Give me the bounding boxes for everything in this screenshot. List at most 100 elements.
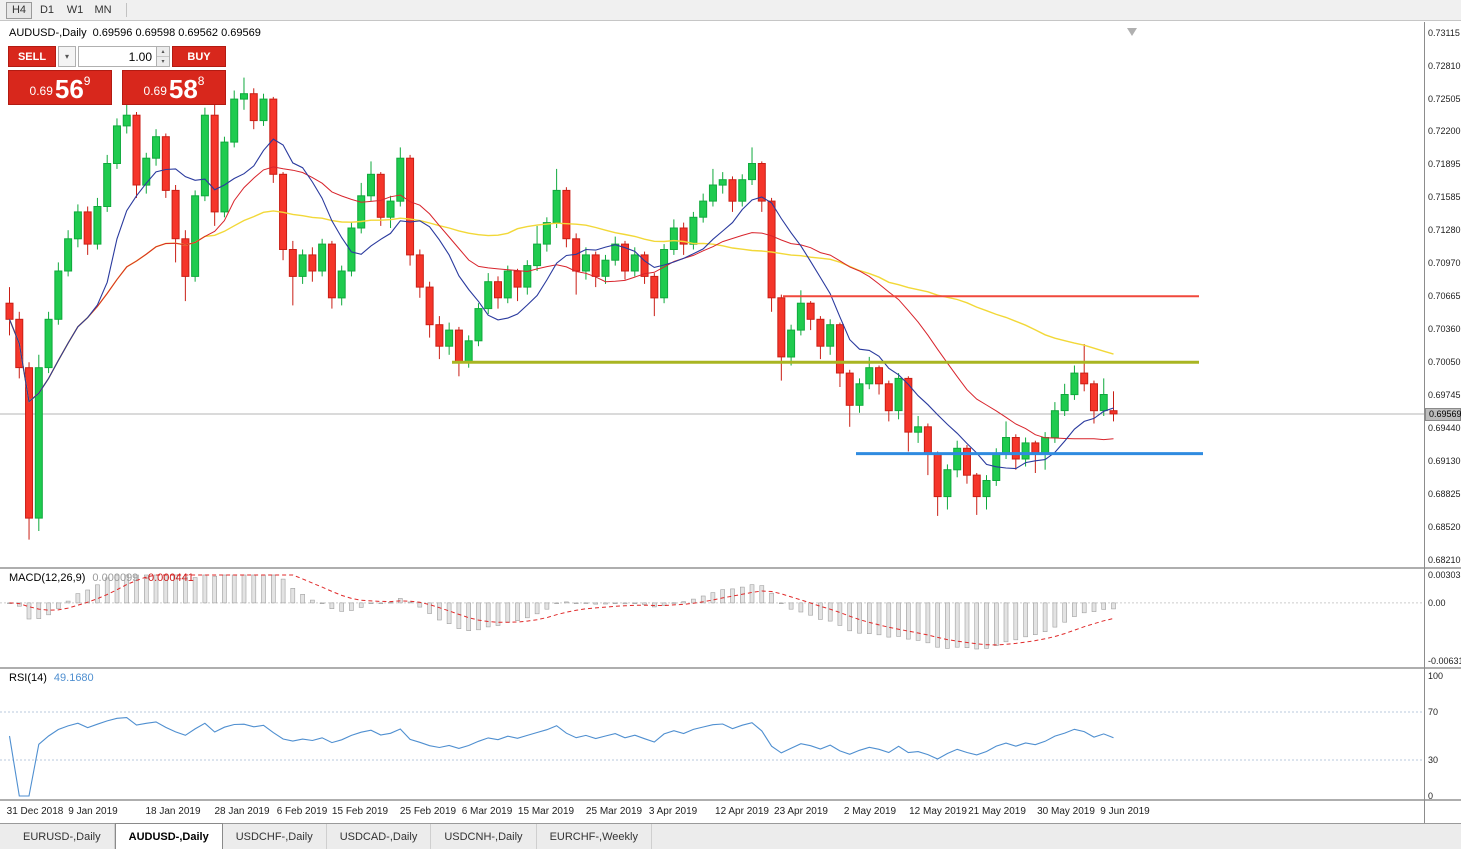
buy-price-prefix: 0.69 bbox=[143, 84, 167, 98]
rsi-name-label: RSI(14) bbox=[9, 672, 47, 684]
rsi-scale[interactable]: 100 70 30 0 bbox=[1425, 669, 1461, 801]
timeframe-h4-button[interactable]: H4 bbox=[6, 1, 32, 19]
chart-title: AUDUSD-,Daily 0.69596 0.69598 0.69562 0.6… bbox=[9, 27, 261, 39]
rsi-tick-label: 100 bbox=[1428, 671, 1444, 681]
price-tick-label: 0.68210 bbox=[1428, 555, 1461, 565]
macd-tick-label: 0.003035 bbox=[1428, 570, 1461, 580]
chart-tabs-bar: EURUSD-,Daily AUDUSD-,Daily USDCHF-,Daily U… bbox=[0, 823, 1461, 849]
chart-shift-marker-icon[interactable] bbox=[1127, 28, 1137, 36]
buy-price-display[interactable]: 0.69 58 8 bbox=[122, 70, 226, 105]
sell-price-big: 56 bbox=[54, 74, 84, 104]
price-chart[interactable] bbox=[0, 22, 1424, 567]
tab-audusd-daily[interactable]: AUDUSD-,Daily bbox=[114, 823, 223, 849]
date-label: 15 Feb 2019 bbox=[331, 806, 389, 817]
date-label: 6 Feb 2019 bbox=[276, 806, 328, 817]
sell-button[interactable]: SELL bbox=[8, 46, 56, 67]
sell-price-prefix: 0.69 bbox=[29, 84, 53, 98]
date-label: 15 Mar 2019 bbox=[517, 806, 575, 817]
timeframe-w1-button[interactable]: W1 bbox=[66, 4, 84, 16]
timeframe-mn-button[interactable]: MN bbox=[94, 4, 112, 16]
timeframe-toolbar: H4 D1 W1 MN bbox=[0, 0, 1461, 21]
volume-input[interactable] bbox=[79, 47, 169, 66]
price-tick-label: 0.68825 bbox=[1428, 488, 1461, 499]
time-axis[interactable]: 31 Dec 2018 9 Jan 2019 18 Jan 2019 28 Jan 2… bbox=[0, 801, 1424, 823]
price-tick-label: 0.71280 bbox=[1428, 225, 1461, 236]
price-tick-label: 0.71585 bbox=[1428, 192, 1461, 203]
rsi-tick-label: 30 bbox=[1428, 755, 1439, 765]
macd-chart[interactable] bbox=[0, 569, 1424, 667]
volume-box: ▴ ▾ bbox=[78, 46, 170, 67]
rsi-tick-label: 70 bbox=[1428, 707, 1439, 717]
panel-divider[interactable] bbox=[0, 667, 1461, 669]
tab-eurchf-weekly[interactable]: EURCHF-,Weekly bbox=[537, 824, 652, 849]
scale-divider bbox=[1424, 22, 1425, 823]
macd-title: MACD(12,26,9) 0.000099 -0.000441 bbox=[9, 572, 194, 584]
date-label: 21 May 2019 bbox=[968, 806, 1026, 817]
date-label: 23 Apr 2019 bbox=[774, 806, 828, 817]
macd-signal-value: -0.000441 bbox=[144, 572, 194, 584]
date-label: 9 Jan 2019 bbox=[68, 806, 118, 817]
volume-increase-button[interactable]: ▴ bbox=[157, 47, 169, 57]
tab-usdcnh-daily[interactable]: USDCNH-,Daily bbox=[431, 824, 537, 849]
rsi-panel: RSI(14) 49.1680 bbox=[0, 669, 1424, 799]
rsi-title: RSI(14) 49.1680 bbox=[9, 672, 94, 684]
tab-eurusd-daily[interactable]: EURUSD-,Daily bbox=[10, 824, 115, 849]
price-tick-label: 0.68520 bbox=[1428, 521, 1461, 532]
date-label: 28 Jan 2019 bbox=[214, 806, 270, 817]
date-label: 12 Apr 2019 bbox=[715, 806, 769, 817]
rsi-tick-label: 0 bbox=[1428, 791, 1434, 801]
date-label: 2 May 2019 bbox=[843, 806, 897, 817]
buy-price-sup: 8 bbox=[197, 74, 205, 88]
tab-usdchf-daily[interactable]: USDCHF-,Daily bbox=[223, 824, 327, 849]
date-label: 12 May 2019 bbox=[909, 806, 967, 817]
price-scale[interactable]: 0.73115 0.72810 0.72505 0.72200 0.71895 0.715… bbox=[1425, 22, 1461, 567]
macd-main-value: 0.000099 bbox=[92, 572, 139, 584]
buy-price-big: 58 bbox=[168, 74, 198, 104]
panel-divider[interactable] bbox=[0, 799, 1461, 801]
price-tick-label: 0.70665 bbox=[1428, 291, 1461, 302]
price-tick-label: 0.70360 bbox=[1428, 324, 1461, 334]
price-tick-label: 0.70050 bbox=[1428, 357, 1461, 368]
main-chart-panel: AUDUSD-,Daily 0.69596 0.69598 0.69562 0.6… bbox=[0, 22, 1424, 567]
macd-panel: MACD(12,26,9) 0.000099 -0.000441 bbox=[0, 569, 1424, 667]
chart-ohlc-values: 0.69596 0.69598 0.69562 0.69569 bbox=[92, 27, 261, 39]
macd-tick-label: -0.006315 bbox=[1428, 656, 1461, 666]
volume-decrease-button[interactable]: ▾ bbox=[157, 57, 169, 66]
one-click-trading-panel: SELL ▾ ▴ ▾ BUY 0.69 56 9 0.6 bbox=[8, 46, 226, 105]
date-label: 30 May 2019 bbox=[1037, 806, 1095, 817]
price-tick-label: 0.72200 bbox=[1428, 126, 1461, 137]
date-label: 31 Dec 2018 bbox=[6, 806, 64, 817]
price-tick-label: 0.70970 bbox=[1428, 258, 1461, 269]
sell-price-sup: 9 bbox=[83, 74, 91, 88]
toolbar-separator bbox=[126, 3, 127, 17]
price-tick-label: 0.72505 bbox=[1428, 93, 1461, 104]
date-label: 18 Jan 2019 bbox=[145, 806, 201, 817]
date-label: 6 Mar 2019 bbox=[461, 806, 513, 817]
rsi-chart[interactable] bbox=[0, 669, 1424, 799]
volume-spinner: ▴ ▾ bbox=[156, 47, 169, 66]
buy-button[interactable]: BUY bbox=[172, 46, 226, 67]
price-tick-label: 0.69130 bbox=[1428, 456, 1461, 467]
price-tick-label: 0.69440 bbox=[1428, 422, 1461, 433]
rsi-value: 49.1680 bbox=[53, 672, 94, 684]
current-price-tag: 0.69569 bbox=[1425, 407, 1461, 421]
macd-scale[interactable]: 0.003035 0.00 -0.006315 bbox=[1425, 569, 1461, 667]
price-tick-label: 0.69745 bbox=[1428, 390, 1461, 401]
price-tick-label: 0.73115 bbox=[1428, 28, 1460, 38]
date-label: 9 Jun 2019 bbox=[1100, 806, 1150, 817]
macd-tick-label: 0.00 bbox=[1428, 597, 1446, 608]
price-tick-label: 0.71895 bbox=[1428, 159, 1461, 170]
price-tick-label: 0.72810 bbox=[1428, 60, 1461, 71]
date-label: 25 Feb 2019 bbox=[399, 806, 457, 817]
tab-usdcad-daily[interactable]: USDCAD-,Daily bbox=[327, 824, 432, 849]
chart-symbol-label: AUDUSD-,Daily bbox=[9, 27, 87, 39]
chevron-down-icon: ▾ bbox=[64, 52, 69, 61]
macd-name-label: MACD(12,26,9) bbox=[9, 572, 86, 584]
date-label: 25 Mar 2019 bbox=[585, 806, 643, 817]
timeframe-d1-button[interactable]: D1 bbox=[39, 4, 55, 16]
date-label: 3 Apr 2019 bbox=[648, 806, 698, 817]
volume-dropdown-button[interactable]: ▾ bbox=[58, 46, 76, 67]
panel-divider[interactable] bbox=[0, 567, 1461, 569]
sell-price-display[interactable]: 0.69 56 9 bbox=[8, 70, 112, 105]
